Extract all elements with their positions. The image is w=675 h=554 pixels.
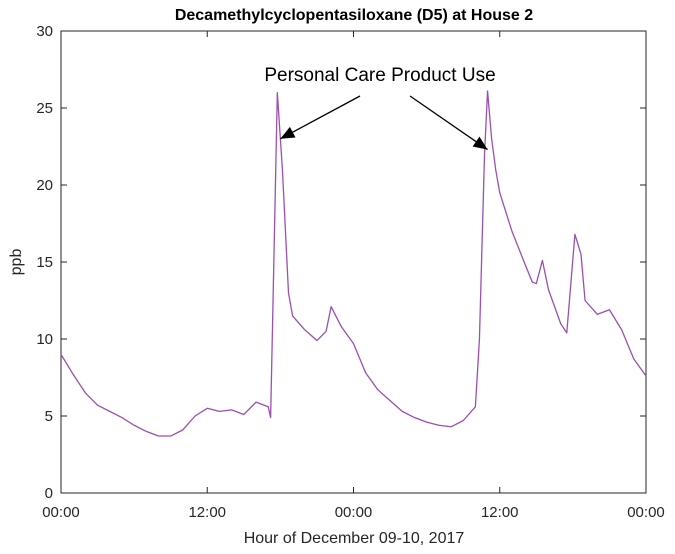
x-tick-label: 12:00 xyxy=(481,504,519,521)
annotation-arrow-head xyxy=(472,136,488,150)
x-tick-label: 00:00 xyxy=(335,504,373,521)
y-tick-label: 30 xyxy=(36,23,53,40)
x-axis: 00:00 12:00 00:00 12:00 00:00 xyxy=(42,31,665,521)
annotation-arrow-shaft xyxy=(409,95,488,151)
x-tick-label: 00:00 xyxy=(42,504,80,521)
x-tick-label: 00:00 xyxy=(627,504,665,521)
y-tick-label: 20 xyxy=(36,177,53,194)
y-tick-label: 10 xyxy=(36,331,53,348)
x-tick-label: 12:00 xyxy=(188,504,226,521)
y-tick-label: 25 xyxy=(36,100,53,117)
chart-title: Decamethylcyclopentasiloxane (D5) at Hou… xyxy=(175,7,533,24)
annotation-arrows xyxy=(280,95,488,151)
y-axis: 0 5 10 15 20 25 30 xyxy=(36,23,646,502)
x-axis-label: Hour of December 09-10, 2017 xyxy=(244,530,465,547)
annotation-label: Personal Care Product Use xyxy=(264,65,495,86)
y-tick-label: 0 xyxy=(45,485,53,502)
annotation-arrow-shaft xyxy=(280,95,361,140)
d5-concentration-line xyxy=(60,90,647,437)
y-axis-label: ppb xyxy=(8,249,25,276)
plot-area-frame xyxy=(60,30,647,494)
annotation-arrow-head xyxy=(280,126,296,139)
y-tick-label: 15 xyxy=(36,254,53,271)
y-tick-label: 5 xyxy=(45,408,53,425)
